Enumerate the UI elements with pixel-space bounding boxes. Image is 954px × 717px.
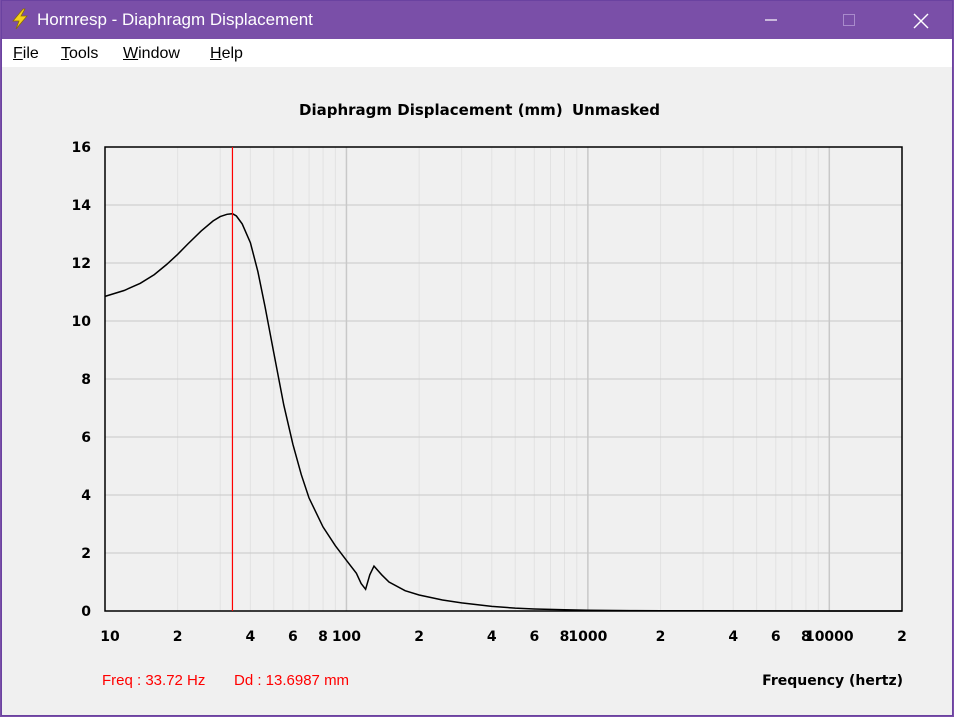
grid-lines — [105, 146, 903, 612]
x-tick-label: 1000 — [568, 629, 607, 645]
lightning-bolt-icon — [12, 8, 28, 30]
x-tick-label: 8 — [560, 629, 570, 645]
menu-help-accel: H — [210, 45, 222, 62]
minimize-icon — [765, 19, 777, 21]
y-tick-label: 8 — [81, 372, 91, 388]
menu-tools[interactable]: Tools — [61, 45, 98, 63]
y-tick-label: 4 — [81, 488, 91, 504]
dd-readout: Dd : 13.6987 mm — [234, 672, 349, 689]
menu-help-label: elp — [221, 45, 243, 62]
y-tick-label: 6 — [81, 430, 91, 446]
menu-window-label: indow — [138, 45, 180, 62]
minimize-button[interactable] — [748, 1, 794, 39]
x-tick-label: 6 — [529, 629, 539, 645]
chart-area[interactable]: Diaphragm Displacement (mm) Unmasked 0 2 4… — [2, 67, 952, 715]
x-tick-label: 4 — [487, 629, 497, 645]
title-bar[interactable]: Hornresp - Diaphragm Displacement — [2, 1, 952, 39]
y-tick-label: 16 — [72, 140, 91, 156]
menu-file-accel: F — [13, 45, 23, 62]
x-tick-label: 4 — [245, 629, 255, 645]
x-tick-label: 4 — [728, 629, 738, 645]
x-tick-label: 6 — [771, 629, 781, 645]
close-button[interactable] — [897, 1, 943, 39]
maximize-icon — [843, 14, 855, 26]
menu-window-accel: W — [123, 45, 139, 62]
maximize-button[interactable] — [826, 1, 872, 39]
displacement-chart[interactable]: Diaphragm Displacement (mm) Unmasked 0 2 4… — [2, 67, 952, 715]
x-tick-label: 2 — [656, 629, 666, 645]
x-tick-label: 8 — [318, 629, 328, 645]
menu-window[interactable]: Window — [123, 45, 180, 63]
x-tick-label: 10 — [100, 629, 120, 645]
y-tick-label: 14 — [72, 198, 92, 214]
close-icon — [913, 13, 929, 29]
x-tick-label: 6 — [288, 629, 298, 645]
y-tick-label: 10 — [72, 314, 92, 330]
freq-readout: Freq : 33.72 Hz — [102, 672, 205, 689]
chart-subtitle: Unmasked — [572, 101, 660, 119]
x-tick-label: 2 — [897, 629, 907, 645]
y-tick-labels: 0 2 4 6 8 10 12 14 16 — [72, 140, 92, 620]
menu-tools-accel: T — [61, 45, 69, 62]
x-tick-label: 2 — [414, 629, 424, 645]
x-tick-label: 100 — [332, 629, 361, 645]
plot-frame — [104, 146, 903, 612]
menu-file[interactable]: File — [13, 45, 39, 63]
displacement-curve — [104, 212, 902, 612]
window-title: Hornresp - Diaphragm Displacement — [37, 10, 313, 29]
x-axis-label: Frequency (hertz) — [762, 673, 903, 689]
x-tick-label: 10000 — [805, 629, 854, 645]
x-tick-label: 2 — [173, 629, 183, 645]
y-tick-label: 2 — [81, 546, 91, 562]
y-tick-label: 12 — [72, 256, 91, 272]
menu-help[interactable]: Help — [210, 45, 243, 63]
menu-bar: File Tools Window Help — [2, 39, 952, 67]
chart-title: Diaphragm Displacement (mm) — [299, 101, 563, 119]
x-tick-label: 8 — [801, 629, 811, 645]
menu-file-label: ile — [22, 45, 39, 62]
y-tick-label: 0 — [81, 604, 91, 620]
menu-tools-label: ools — [69, 45, 99, 62]
